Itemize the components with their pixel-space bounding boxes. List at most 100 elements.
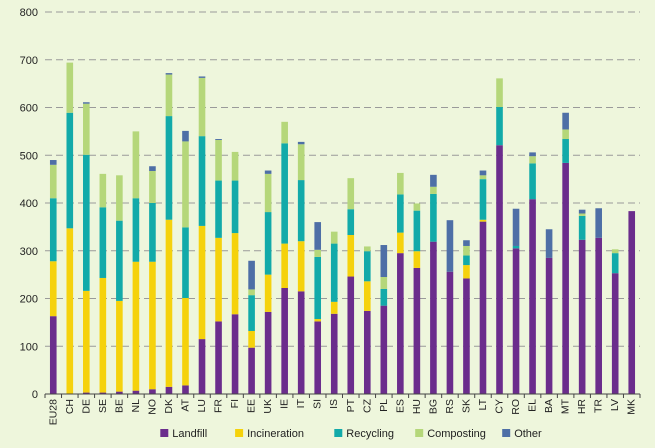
bar-ba-landfill bbox=[545, 257, 553, 394]
bar-ie-incineration bbox=[281, 243, 288, 288]
bar-pl-composting bbox=[380, 277, 388, 289]
bar-hr-other bbox=[578, 209, 586, 214]
bar-is-landfill bbox=[330, 313, 338, 394]
bar-lt-incineration bbox=[479, 219, 487, 222]
y-tick-label-700: 700 bbox=[20, 55, 38, 67]
bar-lu-composting bbox=[198, 77, 206, 137]
x-tick-label-rs: RS bbox=[444, 399, 456, 414]
bar-lu-other bbox=[198, 76, 206, 78]
bar-fi-composting bbox=[231, 151, 239, 181]
bar-bg-other bbox=[430, 174, 437, 187]
bar-it-incineration bbox=[297, 241, 305, 292]
x-tick-label-ie: IE bbox=[279, 399, 291, 409]
x-tick-label-it: IT bbox=[295, 398, 307, 408]
x-tick-label-bg: BG bbox=[427, 399, 439, 414]
bar-be-recycling bbox=[116, 220, 123, 301]
bar-lu-landfill bbox=[198, 339, 206, 394]
bar-ro-other bbox=[512, 208, 520, 246]
x-tick-label-is: IS bbox=[328, 399, 340, 409]
x-tick-label-fi: FI bbox=[229, 399, 241, 408]
bar-hu-incineration bbox=[413, 251, 421, 268]
bar-fr-composting bbox=[215, 139, 222, 181]
bar-is-recycling bbox=[330, 243, 338, 302]
x-tick-label-de: DE bbox=[80, 399, 92, 414]
bar-lu-incineration bbox=[198, 225, 206, 340]
bar-cz-incineration bbox=[363, 281, 371, 311]
bar-uk-recycling bbox=[264, 212, 272, 275]
bar-cz-composting bbox=[363, 246, 371, 252]
legend-swatch-other bbox=[502, 429, 511, 437]
bar-de-incineration bbox=[83, 290, 90, 393]
y-tick-label-200: 200 bbox=[20, 294, 38, 306]
bar-se-incineration bbox=[99, 277, 107, 393]
x-tick-label-hu: HU bbox=[411, 399, 423, 414]
bar-hu-recycling bbox=[413, 210, 421, 252]
x-tick-label-es: ES bbox=[394, 399, 406, 413]
bar-ee-landfill bbox=[248, 347, 255, 394]
bar-se-landfill bbox=[99, 392, 107, 394]
bar-lt-landfill bbox=[479, 221, 487, 394]
x-tick-label-sk: SK bbox=[460, 399, 472, 413]
bar-dk-composting bbox=[165, 74, 173, 117]
bar-it-recycling bbox=[297, 180, 305, 242]
x-tick-label-eu28: EU28 bbox=[47, 399, 59, 425]
bar-bg-recycling bbox=[430, 193, 437, 242]
legend-label-incineration: Incineration bbox=[247, 428, 304, 440]
bar-eu28-incineration bbox=[49, 261, 57, 317]
bar-is-incineration bbox=[330, 301, 338, 314]
bar-si-other bbox=[314, 222, 322, 250]
y-tick-label-0: 0 bbox=[32, 389, 38, 401]
bar-mt-recycling bbox=[562, 139, 569, 163]
bar-eu28-recycling bbox=[49, 198, 57, 262]
legend-label-other: Other bbox=[514, 428, 542, 440]
bar-sk-recycling bbox=[463, 255, 470, 266]
bar-no-recycling bbox=[149, 203, 156, 262]
bar-be-composting bbox=[116, 175, 123, 221]
legend-label-recycling: Recycling bbox=[346, 428, 394, 440]
bar-nl-recycling bbox=[132, 198, 140, 262]
bar-ie-landfill bbox=[281, 288, 288, 394]
bar-rs-other bbox=[446, 220, 454, 272]
bar-tr-other bbox=[595, 208, 602, 238]
bar-ch-incineration bbox=[66, 228, 74, 394]
x-tick-label-at: AT bbox=[179, 398, 191, 411]
bar-lv-landfill bbox=[611, 273, 619, 394]
bar-nl-incineration bbox=[132, 261, 140, 391]
x-tick-label-lt: LT bbox=[477, 398, 489, 410]
bar-el-composting bbox=[529, 156, 536, 164]
bar-mt-other bbox=[562, 112, 569, 130]
bar-pl-recycling bbox=[380, 288, 388, 306]
bar-el-recycling bbox=[529, 163, 536, 200]
bar-mt-landfill bbox=[562, 162, 569, 394]
legend-label-landfill: Landfill bbox=[172, 428, 207, 440]
bar-si-composting bbox=[314, 249, 322, 257]
bar-no-incineration bbox=[149, 261, 156, 390]
x-tick-label-hr: HR bbox=[576, 399, 588, 415]
bar-nl-landfill bbox=[132, 390, 140, 394]
bar-mk-landfill bbox=[628, 211, 636, 394]
x-tick-label-be: BE bbox=[113, 399, 125, 413]
x-tick-label-fr: FR bbox=[213, 399, 225, 413]
bar-de-recycling bbox=[83, 154, 90, 291]
bar-at-composting bbox=[182, 141, 189, 228]
x-tick-label-no: NO bbox=[146, 399, 158, 415]
bar-ro-recycling bbox=[512, 245, 520, 249]
bar-de-other bbox=[83, 102, 90, 104]
bar-hr-recycling bbox=[578, 215, 586, 240]
x-tick-label-mk: MK bbox=[626, 399, 638, 415]
y-tick-label-600: 600 bbox=[20, 103, 38, 115]
bar-fi-recycling bbox=[231, 180, 239, 234]
bar-hr-composting bbox=[578, 213, 586, 216]
bar-dk-recycling bbox=[165, 116, 173, 220]
y-tick-label-100: 100 bbox=[20, 341, 38, 353]
bar-lt-other bbox=[479, 170, 487, 176]
bar-ee-recycling bbox=[248, 295, 255, 331]
bar-be-incineration bbox=[116, 300, 123, 392]
bar-pt-incineration bbox=[347, 234, 355, 277]
bar-fi-incineration bbox=[231, 233, 239, 315]
x-tick-label-dk: DK bbox=[163, 399, 175, 414]
bar-es-recycling bbox=[397, 194, 404, 233]
bar-fr-landfill bbox=[215, 321, 222, 394]
bar-eu28-composting bbox=[49, 164, 57, 199]
